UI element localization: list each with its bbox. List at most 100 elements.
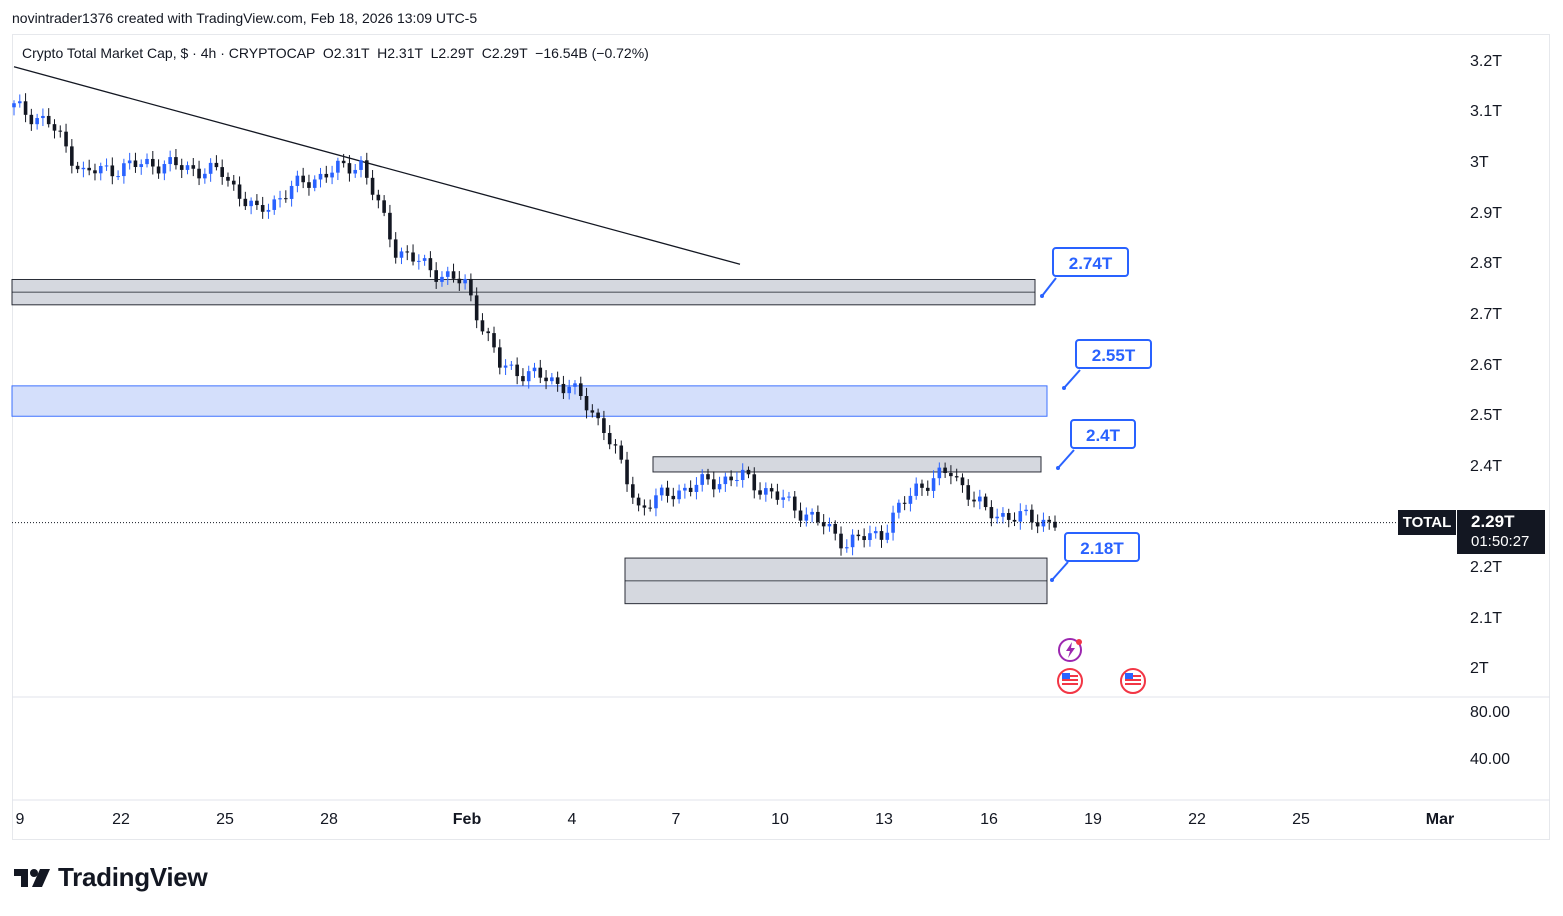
candle-body	[122, 163, 126, 177]
price-axis-label: 2.7T	[1470, 306, 1503, 323]
price-callout[interactable]: 2.4T	[1070, 419, 1136, 449]
candle-body	[278, 198, 282, 200]
candle-body	[1012, 519, 1017, 522]
candle-body	[868, 533, 872, 541]
candle-body	[532, 367, 537, 372]
symbol-tag: TOTAL	[1398, 510, 1456, 535]
candle-body	[17, 101, 22, 104]
candle-body	[1041, 519, 1046, 527]
legend-exchange: CRYPTOCAP	[228, 45, 316, 61]
candle-body	[451, 271, 456, 279]
candle-body	[925, 487, 930, 491]
candle-body	[515, 364, 519, 377]
candle-body	[619, 445, 624, 460]
price-axis-label: 2.9T	[1470, 205, 1503, 222]
candle-body	[578, 383, 583, 397]
candle-body	[411, 252, 415, 262]
candle-body	[949, 473, 953, 477]
candle-body	[1047, 519, 1052, 522]
candle-body	[1030, 509, 1034, 523]
candle-body	[781, 497, 785, 500]
candle-body	[23, 101, 28, 115]
price-callout[interactable]: 2.18T	[1064, 532, 1140, 562]
candle-body	[98, 166, 103, 174]
price-axis-label: 3.1T	[1470, 103, 1503, 120]
candle-body	[902, 502, 907, 504]
candle-body	[960, 477, 965, 486]
candle-body	[833, 523, 838, 534]
candle-body	[631, 484, 635, 498]
candle-body	[405, 251, 410, 253]
candle-body	[463, 278, 467, 284]
candle-body	[677, 490, 681, 500]
candle-body	[220, 167, 224, 177]
candle-body	[382, 200, 386, 213]
candle-body	[81, 167, 86, 170]
candle-body	[891, 512, 895, 533]
candle-body	[665, 487, 670, 496]
tradingview-wordmark: TradingView	[58, 862, 208, 892]
callout-leader	[1057, 449, 1075, 469]
price-callout[interactable]: 2.74T	[1052, 247, 1129, 277]
candle-body	[58, 130, 63, 132]
tradingview-logo[interactable]: TradingView	[14, 862, 208, 893]
candle-body	[104, 165, 109, 167]
candle-body	[174, 157, 178, 166]
time-axis-label: 25	[216, 811, 234, 828]
candle-body	[29, 114, 34, 125]
candle-body	[93, 170, 97, 174]
candle-body	[162, 164, 167, 174]
candle-body	[359, 160, 363, 170]
candle-body	[197, 168, 201, 179]
candle-body	[1035, 522, 1040, 527]
candle-body	[654, 495, 658, 509]
candle-body	[856, 534, 861, 537]
candle-body	[694, 484, 699, 492]
time-axis-label: 9	[15, 811, 25, 828]
price-callout[interactable]: 2.55T	[1075, 339, 1152, 369]
candle-body	[353, 169, 358, 174]
candle-body	[642, 505, 647, 508]
candle-body	[920, 483, 924, 488]
price-axis-label: 2.5T	[1470, 407, 1503, 424]
candle-body	[526, 371, 531, 382]
chart-frame[interactable]	[12, 34, 1550, 840]
candle-body	[295, 175, 300, 186]
volume-axis-label: 40.00	[1470, 751, 1511, 768]
price-axis-label: 2.4T	[1470, 458, 1503, 475]
candle-body	[469, 278, 473, 296]
candle-body	[723, 476, 728, 485]
time-axis-label: 16	[980, 811, 998, 828]
candle-body	[255, 200, 259, 206]
legend-open: O2.31T	[322, 45, 370, 61]
candle-body	[434, 270, 438, 282]
candle-body	[648, 507, 652, 509]
zone-box	[11, 385, 1048, 417]
attribution: novintrader1376 created with TradingView…	[12, 10, 478, 26]
candle-body	[764, 488, 768, 495]
candle-body	[64, 131, 68, 147]
candle-body	[266, 209, 271, 212]
candle-body	[1001, 513, 1005, 517]
candle-body	[249, 200, 253, 207]
candle-body	[798, 510, 803, 521]
candle-body	[914, 483, 918, 496]
last-price: 2.29T	[1471, 512, 1515, 531]
candle-body	[954, 476, 959, 478]
time-axis-label: Feb	[452, 811, 482, 828]
legend-high: H2.31T	[377, 45, 423, 61]
trendline	[13, 66, 741, 265]
candle-body	[735, 480, 739, 482]
legend-close: C2.29T	[481, 45, 528, 61]
legend-name: Crypto Total Market Cap	[22, 45, 173, 61]
candle-body	[625, 459, 629, 485]
candle-body	[272, 199, 277, 210]
candle-body	[602, 418, 606, 433]
candle-body	[885, 532, 890, 540]
candle-body	[521, 376, 525, 382]
candle-body	[769, 488, 774, 492]
candle-body	[231, 180, 236, 185]
candle-body	[52, 124, 57, 131]
candle-body	[897, 502, 901, 513]
